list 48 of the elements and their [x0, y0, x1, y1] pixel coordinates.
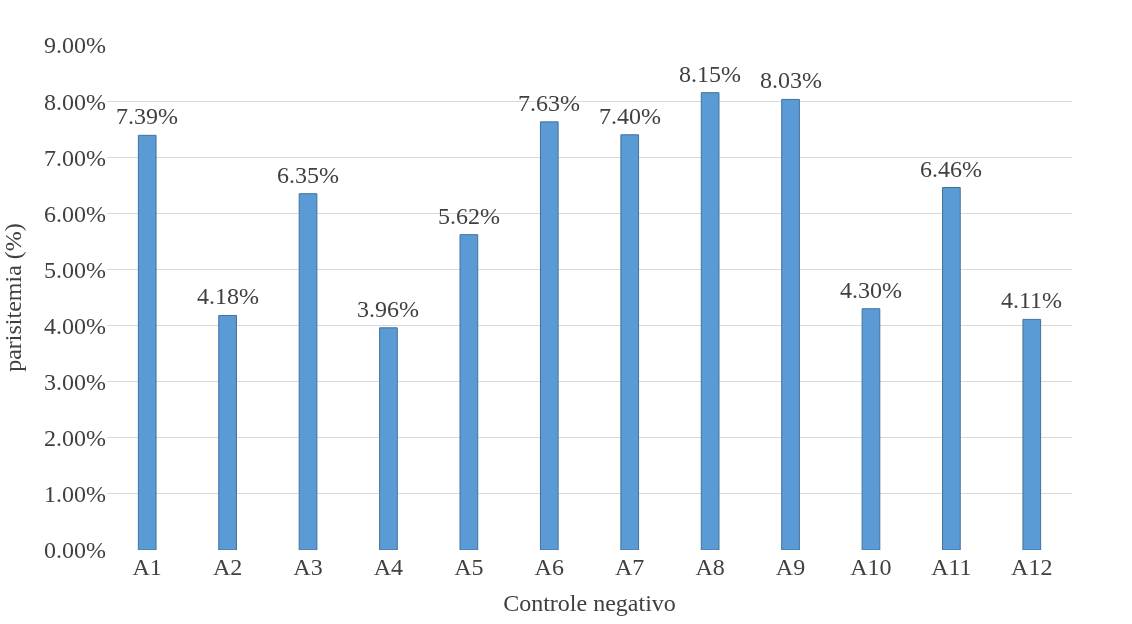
data-label: 8.15%	[679, 61, 741, 87]
y-tick-label: 8.00%	[44, 88, 106, 115]
x-tick-label: A3	[293, 554, 323, 580]
x-tick-label: A6	[534, 554, 564, 580]
x-tick-label: A1	[132, 554, 162, 580]
x-tick-label: A11	[931, 554, 972, 580]
x-tick-label: A2	[212, 554, 243, 580]
x-tick-label: A4	[373, 554, 404, 580]
x-tick-label: A5	[454, 554, 484, 580]
y-tick-label: 4.00%	[44, 312, 106, 339]
y-tick-label: 9.00%	[44, 32, 106, 59]
bar	[781, 98, 800, 550]
x-tick-label: A8	[695, 554, 725, 580]
bar	[218, 314, 237, 550]
bar	[539, 121, 559, 550]
y-tick-label: 7.00%	[44, 144, 106, 171]
bar	[1022, 318, 1042, 550]
x-tick-label: A9	[775, 554, 806, 580]
bar	[298, 193, 318, 550]
data-label: 6.46%	[920, 156, 982, 182]
data-label: 4.18%	[197, 283, 259, 309]
y-tick-label: 3.00%	[44, 369, 106, 396]
data-label: 7.40%	[599, 103, 661, 129]
data-label: 4.30%	[840, 277, 902, 303]
bar	[137, 134, 157, 550]
y-tick-label: 2.00%	[44, 425, 106, 452]
x-tick-label: A12	[1011, 554, 1053, 580]
data-label: 7.39%	[116, 103, 178, 129]
y-tick-label: 5.00%	[44, 256, 106, 283]
data-label: 4.11%	[1001, 287, 1063, 313]
y-tick-label: 1.00%	[44, 481, 106, 508]
data-label: 5.62%	[438, 203, 500, 229]
bar	[459, 234, 479, 550]
x-tick-label: A7	[615, 554, 645, 580]
data-label: 8.03%	[760, 67, 822, 93]
y-tick-label: 6.00%	[44, 200, 106, 227]
y-axis-title: parisitemia (%)	[0, 223, 27, 372]
y-tick-label: 0.00%	[44, 537, 106, 564]
bar	[620, 134, 640, 550]
bar	[700, 92, 720, 550]
data-label: 7.63%	[518, 90, 580, 116]
bar	[861, 308, 881, 550]
data-label: 6.35%	[277, 162, 339, 188]
x-axis-title: Controle negativo	[503, 590, 676, 617]
data-label: 3.96%	[357, 296, 419, 322]
bar	[942, 187, 961, 550]
bar	[379, 327, 398, 550]
x-tick-label: A10	[850, 554, 892, 580]
